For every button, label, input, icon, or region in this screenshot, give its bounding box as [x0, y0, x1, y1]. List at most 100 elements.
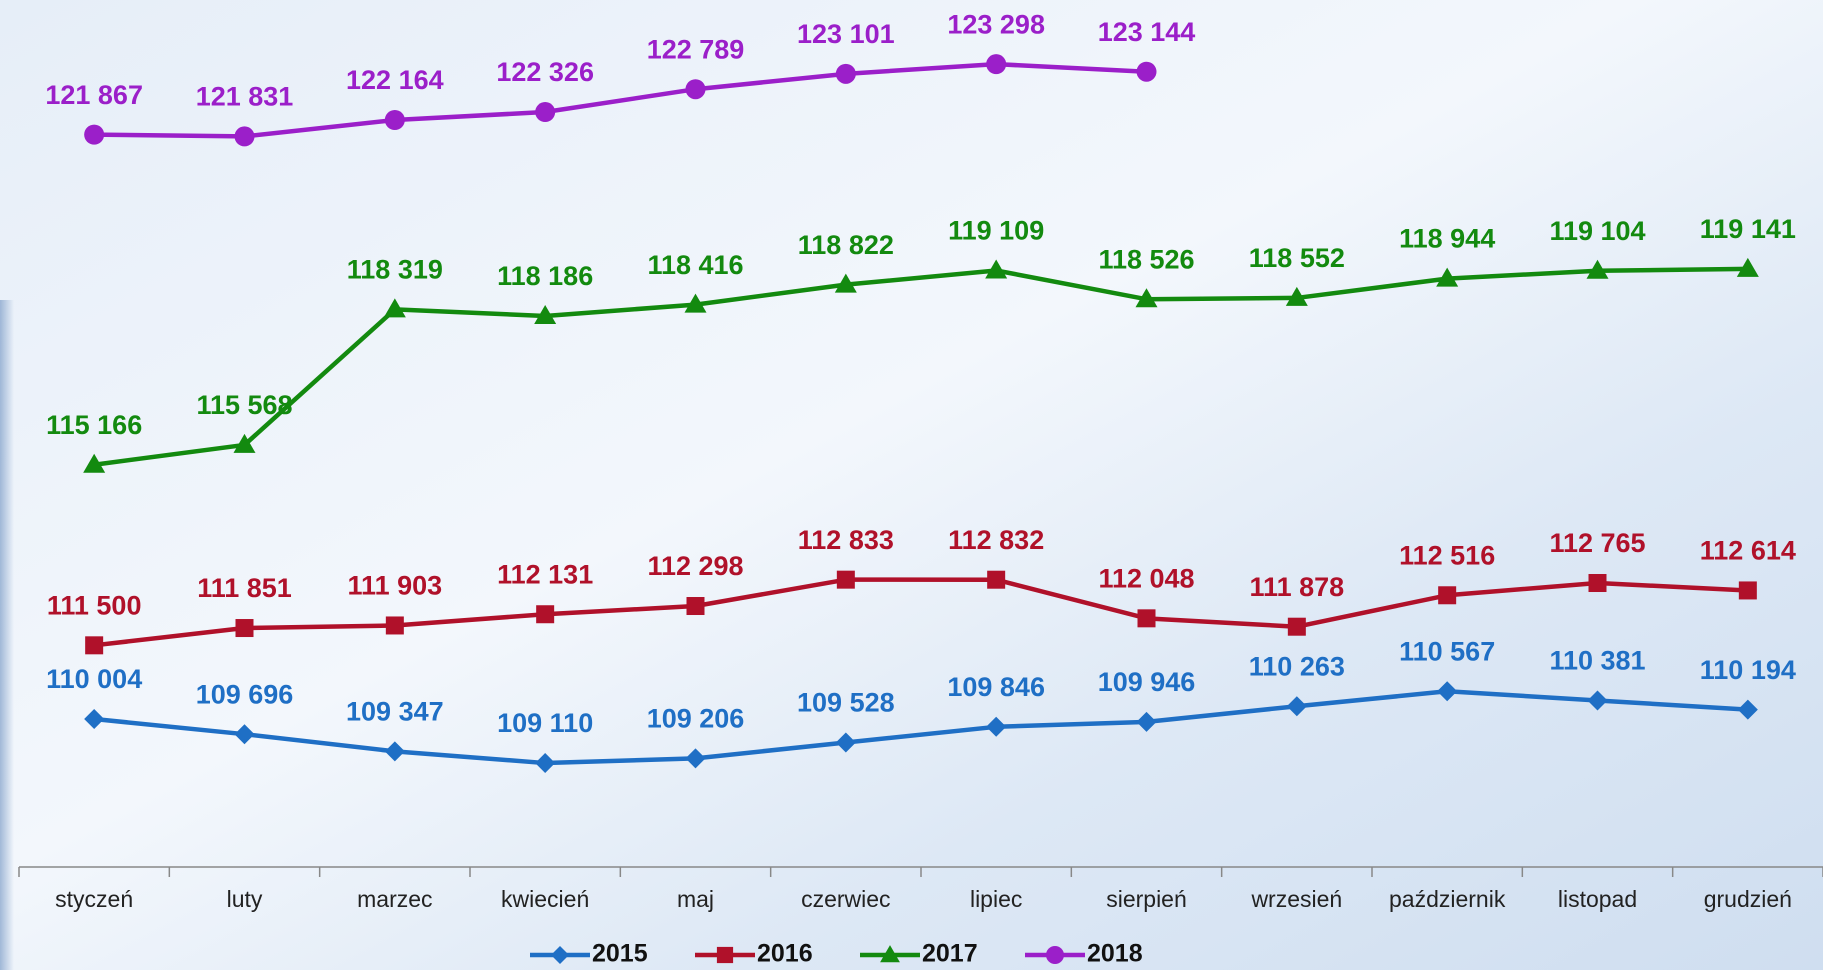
x-tick-label: marzec — [357, 886, 432, 912]
data-label: 118 552 — [1249, 243, 1345, 273]
data-label: 119 109 — [948, 216, 1044, 246]
data-point — [1436, 267, 1459, 287]
data-point — [685, 79, 706, 100]
data-label: 111 851 — [197, 573, 292, 603]
x-tick-label: grudzień — [1704, 886, 1792, 912]
data-label: 123 144 — [1098, 17, 1196, 47]
data-label: 119 104 — [1549, 216, 1645, 246]
data-label: 112 131 — [497, 559, 593, 589]
data-label: 118 526 — [1098, 244, 1194, 274]
data-label: 110 381 — [1549, 646, 1645, 676]
data-label: 111 878 — [1250, 572, 1345, 602]
legend-marker — [1046, 946, 1064, 964]
data-label: 122 326 — [496, 57, 594, 87]
data-label: 118 186 — [497, 261, 593, 291]
data-point — [84, 124, 105, 145]
data-label: 122 789 — [647, 34, 745, 64]
data-point — [1737, 699, 1758, 720]
series-line — [93, 266, 1748, 467]
data-point — [234, 724, 255, 745]
data-point — [1286, 696, 1307, 717]
data-point — [1437, 681, 1458, 702]
x-tick-label: kwiecień — [501, 886, 589, 912]
x-tick-label: luty — [227, 886, 263, 912]
data-label: 110 194 — [1700, 655, 1796, 685]
data-label: 115 568 — [196, 390, 292, 420]
data-label: 112 765 — [1549, 528, 1645, 558]
data-label: 109 528 — [797, 688, 895, 718]
data-point — [384, 741, 405, 762]
data-point — [985, 259, 1008, 279]
legend-label: 2017 — [922, 940, 978, 968]
data-label: 109 347 — [346, 697, 444, 727]
data-label: 109 206 — [647, 703, 745, 733]
data-point — [835, 63, 856, 84]
data-point — [534, 304, 557, 324]
data-point — [535, 102, 556, 123]
data-label: 111 500 — [47, 590, 142, 620]
data-point — [1588, 574, 1607, 593]
legend-label: 2015 — [592, 940, 648, 968]
x-tick-label: czerwiec — [801, 886, 890, 912]
data-label: 112 298 — [647, 551, 743, 581]
legend-label: 2016 — [757, 940, 813, 968]
data-point — [1136, 61, 1157, 82]
legend-marker — [880, 945, 900, 963]
x-tick-label: listopad — [1558, 886, 1637, 912]
data-label: 110 567 — [1399, 636, 1495, 666]
data-point — [85, 636, 104, 655]
legend-marker — [551, 946, 569, 964]
data-point — [1587, 690, 1608, 711]
data-point — [1438, 586, 1457, 605]
data-point — [1586, 259, 1609, 279]
data-point — [684, 293, 707, 313]
data-label: 112 614 — [1700, 536, 1796, 566]
data-label: 110 263 — [1249, 651, 1345, 681]
data-label: 121 831 — [196, 82, 294, 112]
data-point — [987, 570, 1006, 589]
data-label: 118 822 — [798, 230, 894, 260]
x-tick-label: październik — [1389, 886, 1506, 912]
data-label: 115 166 — [46, 410, 142, 440]
data-label: 112 832 — [948, 525, 1044, 555]
data-label: 109 696 — [196, 679, 294, 709]
x-tick-label: wrzesień — [1250, 886, 1342, 912]
data-point — [686, 597, 705, 616]
data-point — [1736, 257, 1759, 277]
data-label: 118 944 — [1399, 224, 1495, 254]
data-label: 109 110 — [497, 708, 593, 738]
data-point — [836, 570, 855, 589]
data-label: 110 004 — [46, 664, 142, 694]
data-point — [685, 748, 706, 769]
data-point — [384, 110, 405, 131]
data-point — [1137, 609, 1156, 628]
data-label: 118 416 — [647, 250, 743, 280]
data-label: 112 048 — [1098, 563, 1194, 593]
data-point — [835, 732, 856, 753]
x-tick-label: lipiec — [970, 886, 1022, 912]
legend-marker — [716, 946, 734, 964]
data-label: 123 101 — [797, 19, 895, 49]
data-point — [383, 298, 406, 318]
x-tick-label: maj — [677, 886, 714, 912]
data-label: 109 946 — [1098, 667, 1196, 697]
data-point — [986, 716, 1007, 737]
data-label: 118 319 — [347, 255, 443, 285]
data-point — [1136, 711, 1157, 732]
data-label: 123 298 — [947, 9, 1045, 39]
data-label: 112 833 — [798, 525, 894, 555]
data-label: 109 846 — [947, 672, 1045, 702]
data-label: 122 164 — [346, 65, 444, 95]
series-line — [93, 577, 1748, 648]
legend-label: 2018 — [1087, 940, 1143, 968]
data-label: 112 516 — [1399, 540, 1495, 570]
data-point — [536, 605, 555, 624]
background-edge — [0, 300, 14, 970]
x-tick-label: styczeń — [55, 886, 133, 912]
data-label: 111 903 — [348, 571, 443, 601]
data-point — [235, 619, 254, 638]
data-point — [83, 453, 106, 473]
